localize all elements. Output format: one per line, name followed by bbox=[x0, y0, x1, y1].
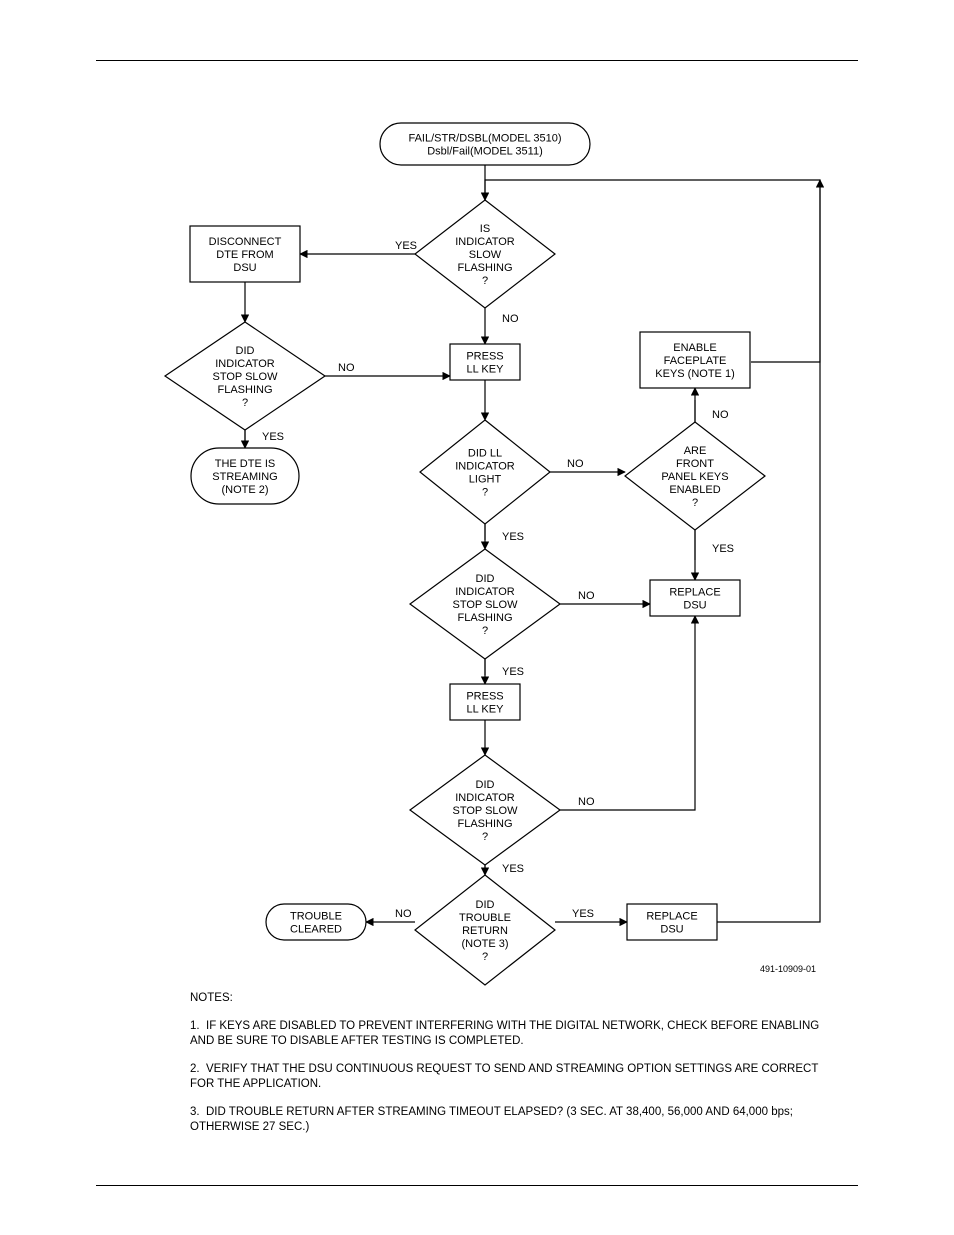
node-p_ll1: PRESSLL KEY bbox=[450, 344, 520, 380]
svg-text:?: ? bbox=[692, 497, 698, 509]
svg-text:LL KEY: LL KEY bbox=[467, 704, 505, 716]
page: YES NO NO YES NO YES NO YES NO YES NO YES NO YES FAIL… bbox=[0, 0, 954, 1235]
svg-text:YES: YES bbox=[395, 240, 417, 252]
svg-text:?: ? bbox=[482, 625, 488, 637]
svg-text:DTE FROM: DTE FROM bbox=[216, 249, 273, 261]
svg-text:LIGHT: LIGHT bbox=[469, 474, 502, 486]
node-d_stop2: DIDINDICATORSTOP SLOWFLASHING? bbox=[410, 549, 560, 659]
svg-text:STOP SLOW: STOP SLOW bbox=[452, 805, 518, 817]
notes-section: NOTES: 1.IF KEYS ARE DISABLED TO PREVENT… bbox=[190, 991, 840, 1148]
svg-text:DSU: DSU bbox=[683, 600, 706, 612]
svg-text:SLOW: SLOW bbox=[469, 249, 502, 261]
svg-text:INDICATOR: INDICATOR bbox=[455, 236, 515, 248]
svg-text:DID: DID bbox=[236, 345, 255, 357]
svg-text:DISCONNECT: DISCONNECT bbox=[209, 236, 282, 248]
note-2: 2.VERIFY THAT THE DSU CONTINUOUS REQUEST… bbox=[190, 1062, 840, 1093]
svg-text:TROUBLE: TROUBLE bbox=[459, 912, 511, 924]
svg-text:FLASHING: FLASHING bbox=[217, 384, 272, 396]
note-1: 1.IF KEYS ARE DISABLED TO PREVENT INTERF… bbox=[190, 1019, 840, 1050]
node-start: FAIL/STR/DSBL(MODEL 3510)Dsbl/Fail(MODEL… bbox=[380, 123, 590, 165]
svg-text:PRESS: PRESS bbox=[466, 351, 503, 363]
svg-text:DID: DID bbox=[476, 899, 495, 911]
svg-text:CLEARED: CLEARED bbox=[290, 924, 342, 936]
svg-text:THE DTE IS: THE DTE IS bbox=[215, 458, 276, 470]
svg-text:STREAMING: STREAMING bbox=[212, 471, 277, 483]
svg-text:DID LL: DID LL bbox=[468, 448, 502, 460]
node-t_stream: THE DTE ISSTREAMING(NOTE 2) bbox=[191, 448, 299, 504]
note-2-text: VERIFY THAT THE DSU CONTINUOUS REQUEST T… bbox=[190, 1063, 818, 1091]
svg-text:FLASHING: FLASHING bbox=[457, 612, 512, 624]
svg-text:TROUBLE: TROUBLE bbox=[290, 911, 342, 923]
note-1-text: IF KEYS ARE DISABLED TO PREVENT INTERFER… bbox=[190, 1020, 819, 1048]
svg-text:?: ? bbox=[482, 275, 488, 287]
node-p_enable: ENABLEFACEPLATEKEYS (NOTE 1) bbox=[640, 332, 750, 388]
svg-text:NO: NO bbox=[395, 908, 412, 920]
notes-header: NOTES: bbox=[190, 991, 840, 1007]
svg-text:IS: IS bbox=[480, 223, 490, 235]
svg-text:REPLACE: REPLACE bbox=[669, 587, 720, 599]
svg-text:(NOTE 3): (NOTE 3) bbox=[461, 938, 508, 950]
svg-text:PRESS: PRESS bbox=[466, 691, 503, 703]
svg-text:?: ? bbox=[482, 487, 488, 499]
svg-text:STOP SLOW: STOP SLOW bbox=[212, 371, 278, 383]
svg-text:Dsbl/Fail(MODEL 351: Dsbl/Fail(MODEL 3511) bbox=[427, 146, 543, 158]
svg-text:NO: NO bbox=[578, 590, 595, 602]
node-p_ll2: PRESSLL KEY bbox=[450, 684, 520, 720]
svg-text:PANEL KEYS: PANEL KEYS bbox=[661, 471, 728, 483]
svg-text:(NOTE 2): (NOTE 2) bbox=[221, 484, 268, 496]
svg-text:REPLACE: REPLACE bbox=[646, 911, 697, 923]
figure-reference: 491-10909-01 bbox=[760, 964, 816, 974]
node-d_stop3: DIDINDICATORSTOP SLOWFLASHING? bbox=[410, 755, 560, 865]
svg-text:YES: YES bbox=[502, 666, 524, 678]
svg-text:FRONT: FRONT bbox=[676, 458, 714, 470]
svg-text:INDICATOR: INDICATOR bbox=[455, 792, 515, 804]
svg-text:?: ? bbox=[482, 831, 488, 843]
svg-text:YES: YES bbox=[572, 908, 594, 920]
svg-text:NO: NO bbox=[338, 362, 355, 374]
svg-text:DSU: DSU bbox=[233, 262, 256, 274]
svg-text:ENABLE: ENABLE bbox=[673, 342, 716, 354]
node-p_disc: DISCONNECTDTE FROMDSU bbox=[190, 226, 300, 282]
svg-text:ENABLED: ENABLED bbox=[669, 484, 720, 496]
svg-text:YES: YES bbox=[502, 863, 524, 875]
svg-text:FLASHING: FLASHING bbox=[457, 818, 512, 830]
note-3: 3.DID TROUBLE RETURN AFTER STREAMING TIM… bbox=[190, 1105, 840, 1136]
note-3-text: DID TROUBLE RETURN AFTER STREAMING TIMEO… bbox=[190, 1106, 793, 1134]
svg-text:STOP SLOW: STOP SLOW bbox=[452, 599, 518, 611]
svg-text:YES: YES bbox=[262, 431, 284, 443]
svg-text:INDICATOR: INDICATOR bbox=[455, 586, 515, 598]
node-d_stop1: DIDINDICATORSTOP SLOWFLASHING? bbox=[165, 322, 325, 430]
svg-text:KEYS (NOTE 1): KEYS (NOTE 1) bbox=[655, 368, 734, 380]
svg-text:FLASHING: FLASHING bbox=[457, 262, 512, 274]
svg-text:FAIL/STR/DSBL(MODEL 3510): FAIL/STR/DSBL(MODEL 3510) bbox=[408, 133, 561, 145]
svg-text:NO: NO bbox=[567, 458, 584, 470]
node-p_repl1: REPLACEDSU bbox=[650, 580, 740, 616]
svg-text:RETURN: RETURN bbox=[462, 925, 508, 937]
svg-text:DSU: DSU bbox=[660, 924, 683, 936]
svg-text:INDICATOR: INDICATOR bbox=[455, 461, 515, 473]
svg-text:LL KEY: LL KEY bbox=[467, 364, 505, 376]
svg-text:?: ? bbox=[482, 951, 488, 963]
svg-text:YES: YES bbox=[712, 543, 734, 555]
node-d_slow: ISINDICATORSLOWFLASHING? bbox=[415, 200, 555, 308]
svg-text:DID: DID bbox=[476, 779, 495, 791]
node-d_keys: AREFRONTPANEL KEYSENABLED? bbox=[625, 422, 765, 530]
node-p_repl2: REPLACEDSU bbox=[627, 904, 717, 940]
svg-text:?: ? bbox=[242, 397, 248, 409]
svg-text:NO: NO bbox=[502, 313, 519, 325]
node-d_lllit: DID LLINDICATORLIGHT? bbox=[420, 420, 550, 524]
svg-text:FACEPLATE: FACEPLATE bbox=[664, 355, 727, 367]
svg-text:INDICATOR: INDICATOR bbox=[215, 358, 275, 370]
svg-text:NO: NO bbox=[578, 796, 595, 808]
svg-text:ARE: ARE bbox=[684, 445, 707, 457]
svg-text:YES: YES bbox=[502, 531, 524, 543]
node-d_ret: DIDTROUBLERETURN(NOTE 3)? bbox=[415, 875, 555, 985]
svg-text:DID: DID bbox=[476, 573, 495, 585]
svg-text:NO: NO bbox=[712, 409, 729, 421]
node-t_clear: TROUBLECLEARED bbox=[266, 904, 366, 940]
